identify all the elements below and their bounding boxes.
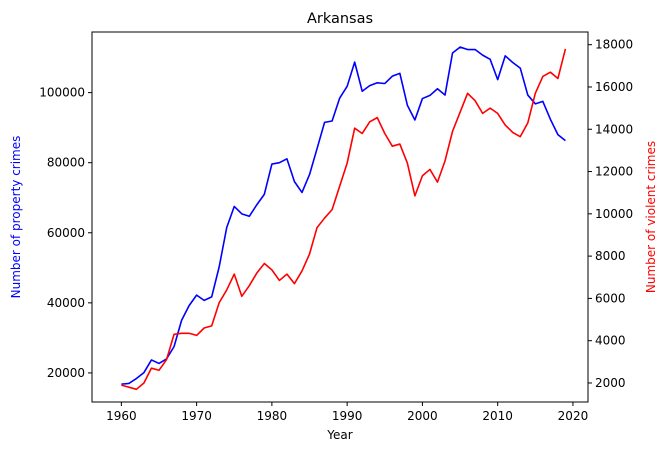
property-crimes-line [121, 46, 566, 385]
x-tick-label: 1970 [181, 409, 212, 423]
y-right-tick-label: 6000 [595, 291, 626, 305]
y-axis-left: 20000 40000 60000 80000 100000 [39, 86, 92, 380]
y-right-tick-label: 16000 [595, 80, 633, 94]
x-tick-label: 1990 [332, 409, 363, 423]
x-tick-label: 1980 [257, 409, 288, 423]
y-right-tick-label: 8000 [595, 249, 626, 263]
y-right-tick-label: 4000 [595, 334, 626, 348]
plot-frame [91, 31, 589, 403]
y-left-tick-label: 100000 [39, 86, 85, 100]
x-axis-title: Year [326, 428, 352, 442]
y-right-tick-label: 12000 [595, 165, 633, 179]
x-tick-label: 1960 [106, 409, 137, 423]
y-left-tick-label: 60000 [47, 226, 85, 240]
y-left-tick-label: 80000 [47, 156, 85, 170]
y-axis-right-title: Number of violent crimes [644, 141, 658, 293]
x-tick-label: 2020 [558, 409, 589, 423]
y-right-tick-label: 14000 [595, 122, 633, 136]
x-tick-label: 2010 [482, 409, 513, 423]
y-left-tick-label: 20000 [47, 366, 85, 380]
y-right-tick-label: 10000 [595, 207, 633, 221]
plot-area [91, 31, 589, 403]
y-right-tick-label: 18000 [595, 38, 633, 52]
y-axis-right: 2000 4000 6000 8000 10000 12000 14000 16000 1800… [588, 38, 633, 390]
chart-title: Arkansas [307, 11, 373, 27]
x-tick-label: 2000 [407, 409, 438, 423]
x-axis: 1960 1970 1980 1990 2000 2010 2020 [106, 402, 588, 423]
series-layer [121, 46, 567, 391]
violent-crimes-line [121, 48, 567, 391]
y-right-tick-label: 2000 [595, 376, 626, 390]
y-axis-left-title: Number of property crimes [9, 136, 23, 299]
y-left-tick-label: 40000 [47, 296, 85, 310]
